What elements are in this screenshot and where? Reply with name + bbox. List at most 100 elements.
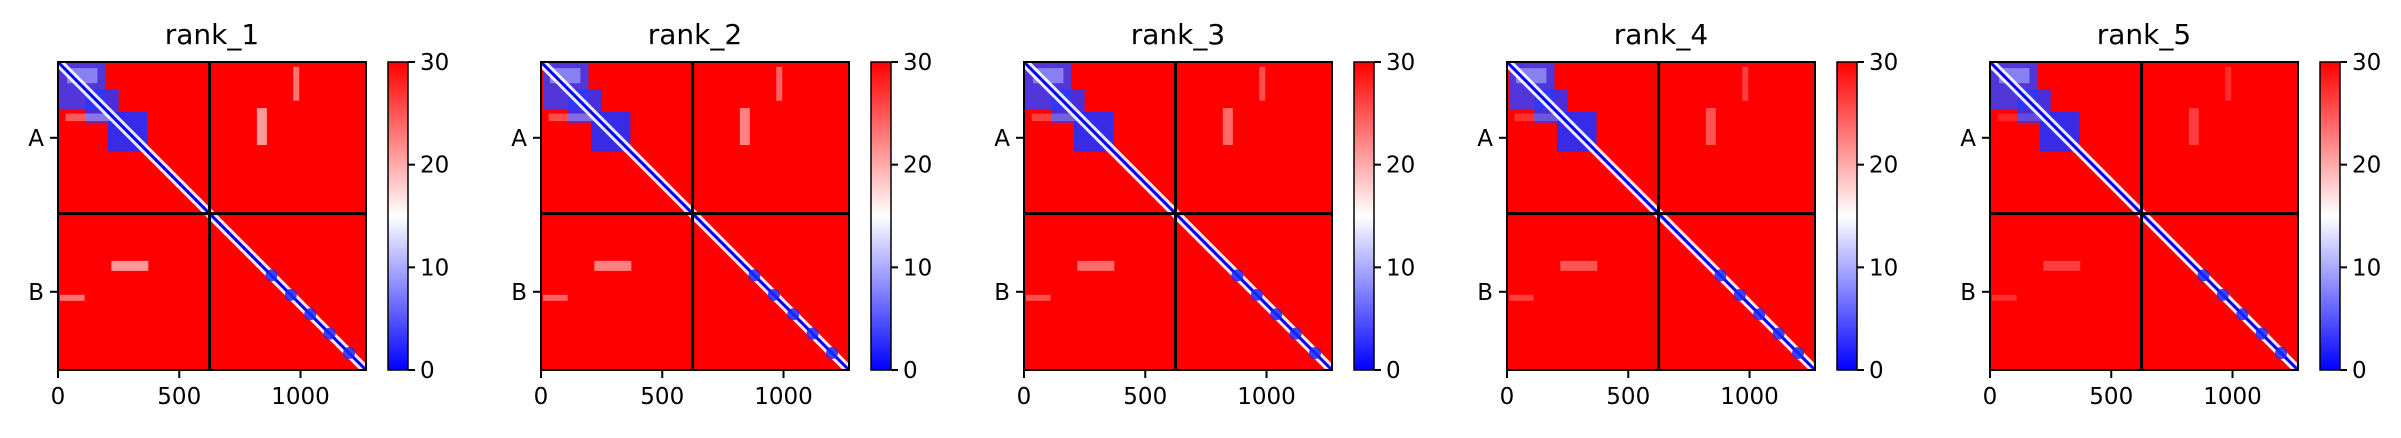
diagonal-blob — [826, 347, 839, 360]
colorbar-tick-label: 10 — [420, 255, 449, 281]
panel-2: rank_2 0 500 1000 A B 0 10 20 30 — [511, 18, 932, 410]
colorbar-tick-label: 20 — [2352, 153, 2381, 179]
y-tick-label: B — [1960, 280, 1976, 306]
diagonal-core — [1022, 60, 1334, 372]
x-tick-label: 500 — [1123, 384, 1167, 410]
diagonal-core — [1505, 60, 1817, 372]
panel-1: rank_1 0 500 1000 A B 0 10 20 30 — [28, 18, 449, 410]
contact-streak — [1742, 66, 1749, 101]
colorbar-tick-label: 20 — [1869, 153, 1898, 179]
x-tick-label: 1000 — [754, 384, 813, 410]
panel-title: rank_4 — [1614, 18, 1708, 51]
diagonal-core — [539, 60, 851, 372]
panel-title: rank_2 — [648, 18, 742, 51]
diagonal-core — [1988, 60, 2300, 372]
x-tick-label: 1000 — [271, 384, 330, 410]
panel-title: rank_3 — [1131, 18, 1225, 51]
x-tick-label: 1000 — [2203, 384, 2262, 410]
colorbar-frame — [2319, 61, 2341, 371]
colorbar-tick-label: 0 — [2352, 358, 2367, 384]
colorbar-tick-label: 20 — [903, 153, 932, 179]
contact-streak — [1514, 113, 1561, 122]
heatmap-frame — [1506, 61, 1816, 371]
diagonal-blob — [2216, 288, 2229, 301]
diagonal-blob — [1714, 269, 1727, 282]
contact-streak — [548, 113, 595, 122]
y-tick-label: A — [511, 126, 527, 152]
x-tick-label: 500 — [640, 384, 684, 410]
contact-streak — [1992, 294, 2017, 301]
diagonal-blob — [1733, 288, 1746, 301]
diagonal-blob — [1309, 347, 1322, 360]
diagonal-blob — [1270, 308, 1283, 321]
x-tick-label: 1000 — [1720, 384, 1779, 410]
heatmap-frame — [1023, 61, 1333, 371]
colorbar-frame — [1836, 61, 1858, 371]
colorbar-tick-label: 30 — [420, 50, 449, 76]
y-tick-label: A — [1960, 126, 1976, 152]
panel-title: rank_5 — [2097, 18, 2191, 51]
diagonal-blob — [1792, 347, 1805, 360]
x-tick-label: 500 — [1606, 384, 1650, 410]
y-tick-label: B — [28, 280, 44, 306]
diagonal-core — [56, 60, 368, 372]
diagonal-blob — [767, 288, 780, 301]
colorbar — [2320, 62, 2340, 370]
panel-title: rank_1 — [165, 18, 259, 51]
y-tick-label: A — [994, 126, 1010, 152]
contact-streak — [1705, 108, 1716, 146]
contact-streak — [1222, 108, 1233, 146]
contact-streak — [739, 108, 750, 146]
x-tick-label: 0 — [51, 384, 66, 410]
colorbar — [1354, 62, 1374, 370]
colorbar-tick-label: 30 — [2352, 50, 2381, 76]
colorbar-tick-label: 0 — [420, 358, 435, 384]
colorbar-tick-label: 10 — [2352, 255, 2381, 281]
diagonal-blob — [748, 269, 761, 282]
contact-streak — [2188, 108, 2199, 146]
colorbar — [871, 62, 891, 370]
contact-streak — [2043, 260, 2081, 271]
contact-streak — [1259, 66, 1266, 101]
diagonal-blob — [284, 288, 297, 301]
colorbar-tick-label: 0 — [903, 358, 918, 384]
contact-streak — [111, 260, 149, 271]
panel-5: rank_5 0 500 1000 A B 0 10 20 30 — [1960, 18, 2381, 410]
x-tick-label: 500 — [157, 384, 201, 410]
diagonal-blob — [1231, 269, 1244, 282]
diagonal-blob — [2236, 308, 2249, 321]
y-tick-label: B — [994, 280, 1010, 306]
colorbar-tick-label: 30 — [903, 50, 932, 76]
panel-3: rank_3 0 500 1000 A B 0 10 20 30 — [994, 18, 1415, 410]
colorbar-frame — [1353, 61, 1375, 371]
colorbar — [1837, 62, 1857, 370]
contact-streak — [60, 294, 85, 301]
x-tick-label: 0 — [1500, 384, 1515, 410]
colorbar-tick-label: 10 — [1869, 255, 1898, 281]
diagonal-blob — [1289, 327, 1302, 340]
contact-streak — [293, 66, 300, 101]
heatmap-frame — [540, 61, 850, 371]
contact-streak — [1997, 113, 2044, 122]
contact-streak — [1026, 294, 1051, 301]
contact-streak — [594, 260, 632, 271]
colorbar-tick-label: 20 — [1386, 153, 1415, 179]
diagonal-blob — [323, 327, 336, 340]
colorbar-tick-label: 20 — [420, 153, 449, 179]
x-tick-label: 0 — [534, 384, 549, 410]
diagonal-blob — [1250, 288, 1263, 301]
colorbar-frame — [387, 61, 409, 371]
y-tick-label: A — [1477, 126, 1493, 152]
contact-streak — [1509, 294, 1534, 301]
colorbar-tick-label: 10 — [1386, 255, 1415, 281]
colorbar-tick-label: 0 — [1386, 358, 1401, 384]
diagonal-blob — [343, 347, 356, 360]
colorbar — [388, 62, 408, 370]
colorbar-tick-label: 0 — [1869, 358, 1884, 384]
heatmap-frame — [1989, 61, 2299, 371]
contact-streak — [1077, 260, 1115, 271]
diagonal-blob — [304, 308, 317, 321]
diagonal-blob — [787, 308, 800, 321]
